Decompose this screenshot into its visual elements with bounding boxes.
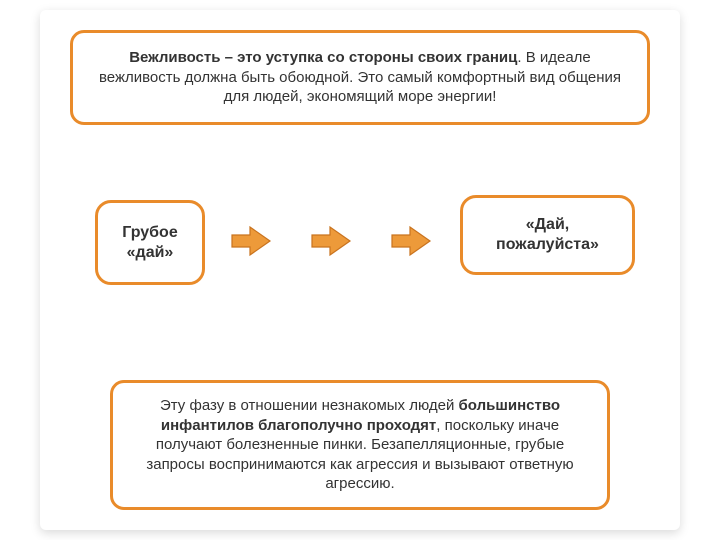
arrow-icon (390, 225, 432, 257)
node-polite-line2: пожалуйста» (496, 236, 599, 253)
node-polite-text: «Дай, пожалуйста» (496, 215, 599, 255)
slide: Вежливость – это уступка со стороны свои… (0, 0, 720, 540)
top-definition-box: Вежливость – это уступка со стороны свои… (70, 30, 650, 125)
node-rude-line2: «дай» (127, 244, 174, 261)
node-polite-line1: «Дай, (526, 216, 569, 233)
bottom-pre: Эту фазу в отношении незнакомых людей (160, 397, 459, 414)
node-polite: «Дай, пожалуйста» (460, 195, 635, 275)
arrow-icon (230, 225, 272, 257)
bottom-explanation-box: Эту фазу в отношении незнакомых людей бо… (110, 380, 610, 510)
arrow-icon (310, 225, 352, 257)
bottom-explanation-text: Эту фазу в отношении незнакомых людей бо… (131, 396, 589, 494)
top-definition-text: Вежливость – это уступка со стороны свои… (91, 48, 629, 107)
node-rude-text: Грубое «дай» (122, 223, 177, 263)
node-rude: Грубое «дай» (95, 200, 205, 285)
node-rude-line1: Грубое (122, 224, 177, 241)
top-definition-bold: Вежливость – это уступка со стороны свои… (129, 49, 517, 66)
